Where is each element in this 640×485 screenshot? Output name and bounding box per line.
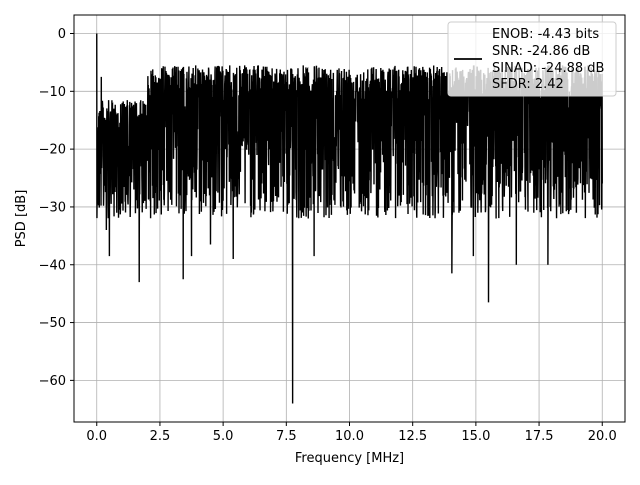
x-tick-label: 12.5	[398, 429, 427, 444]
legend-enob: ENOB: -4.43 bits	[492, 27, 599, 42]
psd-trace	[96, 33, 603, 404]
y-axis-label: PSD [dB]	[14, 190, 29, 248]
legend-snr: SNR: -24.86 dB	[492, 44, 590, 59]
y-tick-label: −20	[39, 143, 66, 158]
x-tick-label: 20.0	[588, 429, 617, 444]
y-tick-label: −60	[39, 374, 66, 389]
legend-box	[447, 21, 617, 97]
x-tick-label: 17.5	[525, 429, 554, 444]
y-tick-label: −10	[39, 85, 66, 100]
legend: ENOB: -4.43 bits SNR: -24.86 dB SINAD: -…	[447, 21, 617, 97]
y-tick-label: −30	[39, 200, 66, 215]
x-tick-label: 0.0	[86, 429, 107, 444]
x-tick-label: 10.0	[335, 429, 364, 444]
legend-sinad: SINAD: -24.88 dB	[492, 61, 604, 76]
y-tick-label: 0	[58, 27, 66, 42]
x-axis-ticks: 0.0 2.5 5.0 7.5 10.0 12.5 15.0 17.5 20.0	[86, 422, 617, 444]
x-axis-label: Frequency [MHz]	[295, 451, 404, 466]
x-tick-label: 5.0	[213, 429, 234, 444]
y-tick-label: −40	[39, 258, 66, 273]
y-axis-ticks: 0 −10 −20 −30 −40 −50 −60	[39, 27, 74, 389]
x-tick-label: 2.5	[150, 429, 171, 444]
x-tick-label: 7.5	[276, 429, 297, 444]
legend-sfdr: SFDR: 2.42	[492, 77, 564, 92]
x-tick-label: 15.0	[461, 429, 490, 444]
y-tick-label: −50	[39, 316, 66, 331]
psd-series	[96, 33, 603, 404]
